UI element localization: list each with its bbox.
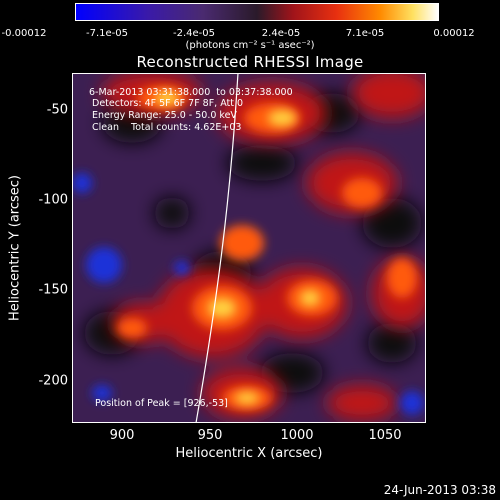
annotation-energy: Energy Range: 25.0 - 50.0 keV — [92, 110, 237, 121]
rhessi-image — [72, 73, 426, 423]
image-frame — [72, 73, 426, 423]
colorbar-tick: -7.1e-05 — [86, 28, 128, 39]
x-tick: 950 — [197, 428, 223, 443]
annotation-detectors: Detectors: 4F 5F 6F 7F 8F, Att 0 — [92, 98, 244, 109]
y-tick: -150 — [38, 282, 68, 298]
colorbar-tick: -0.00012 — [1, 28, 47, 39]
colorbar-ticks: -0.00012 -7.1e-05 -2.4e-05 2.4e-05 7.1e-… — [0, 28, 500, 40]
plot-title: Reconstructed RHESSI Image — [136, 53, 364, 71]
colorbar-tick: 7.1e-05 — [345, 28, 385, 39]
annotation-peak: Position of Peak = [926,-53] — [95, 398, 228, 409]
colorbar-tick: 0.00012 — [433, 28, 475, 39]
colorbar-tick: -2.4e-05 — [173, 28, 215, 39]
colorbar — [75, 3, 439, 21]
y-tick: -50 — [46, 102, 68, 118]
x-tick: 1000 — [280, 428, 314, 443]
annotation-method: Clean Total counts: 4.62E+03 — [92, 122, 242, 133]
x-tick: 900 — [109, 428, 135, 443]
y-tick: -100 — [38, 192, 68, 208]
y-axis-label: Heliocentric Y (arcsec) — [7, 175, 23, 321]
x-tick: 1050 — [368, 428, 402, 443]
x-axis-label: Heliocentric X (arcsec) — [175, 446, 323, 461]
image-map — [72, 73, 426, 423]
colorbar-unit-label: (photons cm⁻² s⁻¹ asec⁻²) — [185, 40, 315, 51]
y-axis-ticks: -50 -100 -150 -200 — [0, 0, 68, 500]
colorbar-tick: 2.4e-05 — [261, 28, 301, 39]
y-tick: -200 — [38, 373, 68, 389]
x-axis-ticks: 900 950 1000 1050 — [0, 428, 500, 444]
footer-date: 24-Jun-2013 03:38 — [383, 483, 496, 497]
annotation-time-range: 6-Mar-2013 03:31:38.000 to 03:37:38.000 — [89, 87, 293, 98]
